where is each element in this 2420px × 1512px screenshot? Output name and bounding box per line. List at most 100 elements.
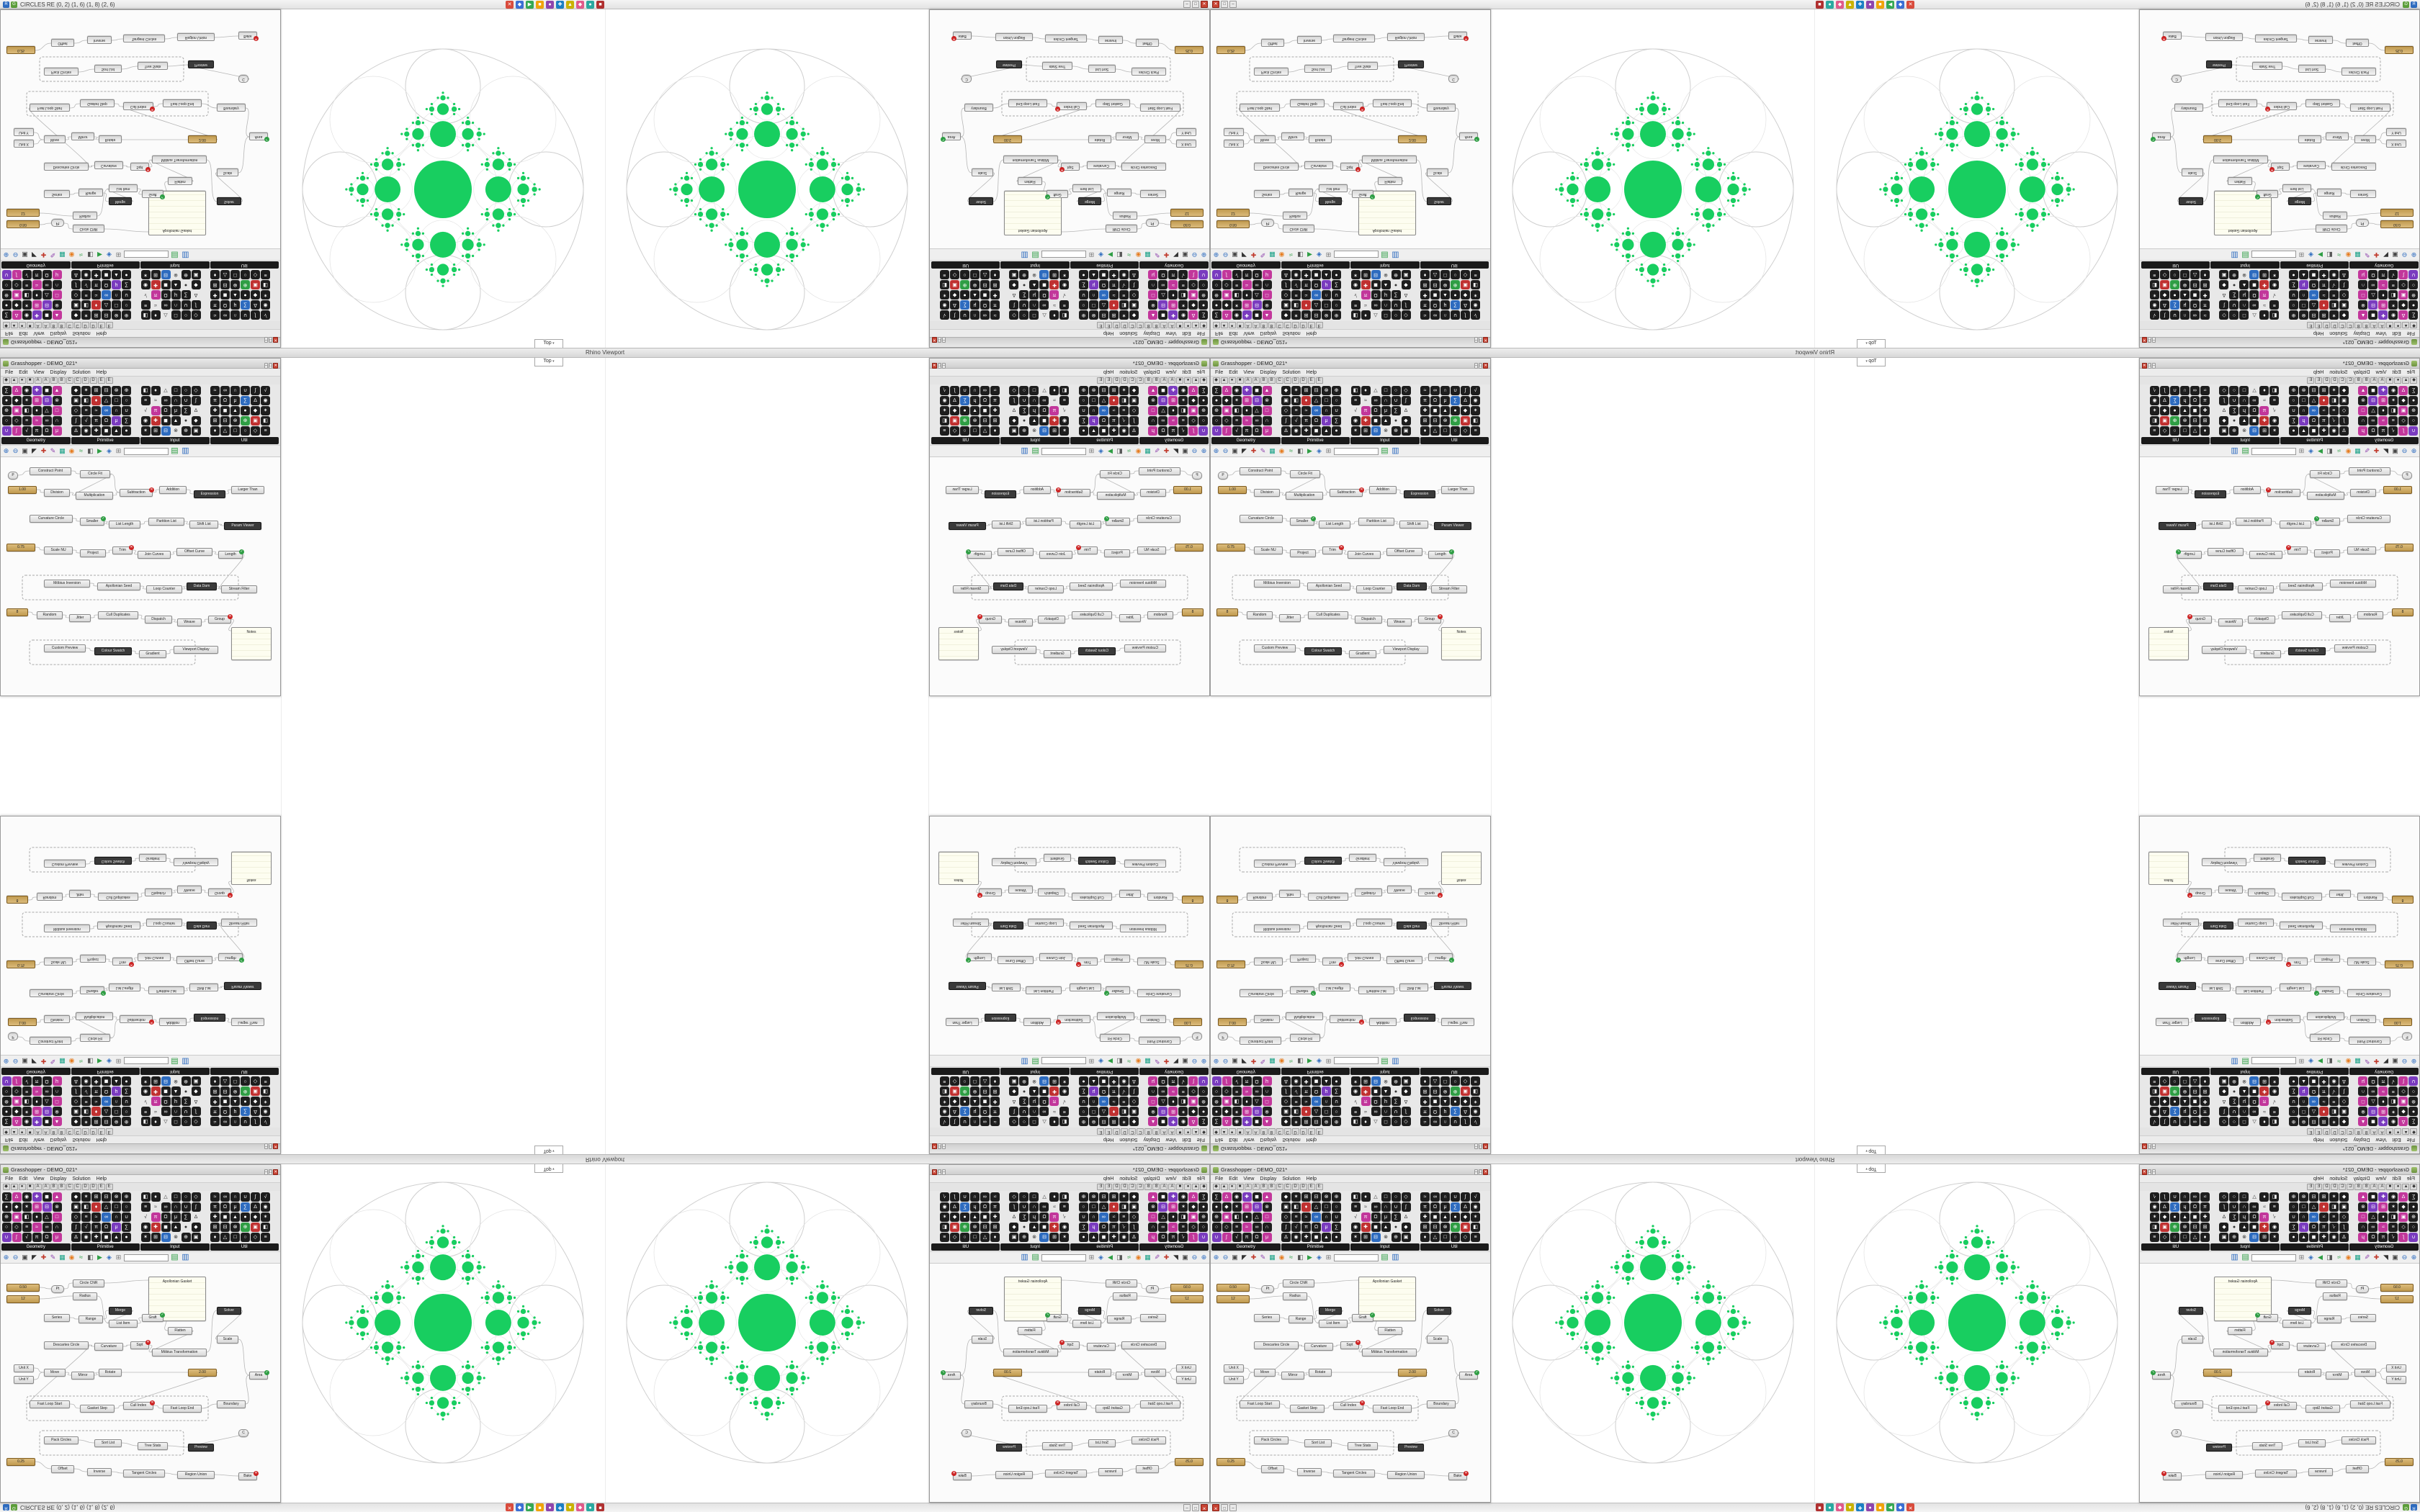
component-icon[interactable]: √	[2150, 1117, 2159, 1127]
palette-tab[interactable]: A	[1244, 322, 1252, 328]
component-icon[interactable]: ∑	[1, 310, 12, 320]
gh-node[interactable]: Pt	[51, 1285, 64, 1293]
component-icon[interactable]: ✚	[2319, 270, 2329, 280]
component-icon[interactable]: ∆	[12, 1117, 22, 1127]
component-icon[interactable]: ♦	[2319, 395, 2329, 405]
gh-node[interactable]: Rotate	[1309, 135, 1332, 143]
gh-node[interactable]: Project	[2314, 955, 2340, 963]
component-icon[interactable]: ∆	[1461, 1107, 1470, 1117]
component-icon[interactable]: ∪	[2170, 1192, 2179, 1202]
gh-node[interactable]: Descartes Circle	[1121, 163, 1166, 171]
gh-node[interactable]: Colour Swatch	[1078, 857, 1116, 865]
palette-tab[interactable]: A	[1160, 377, 1168, 384]
component-icon[interactable]: ◇	[950, 426, 959, 436]
component-icon[interactable]: ⊕	[2229, 270, 2239, 280]
component-icon[interactable]: ∩	[1262, 1222, 1272, 1232]
gh-node[interactable]: Gasket Step	[2305, 99, 2340, 107]
gh-node[interactable]: Notes	[1441, 852, 1482, 885]
gh-node[interactable]: Construct Point	[30, 1037, 71, 1045]
component-icon[interactable]: ∫	[1188, 426, 1198, 436]
component-icon[interactable]: ∆	[1129, 1232, 1139, 1242]
component-icon[interactable]: ∫	[2398, 1232, 2408, 1242]
palette-tab[interactable]: ●	[1184, 1184, 1192, 1190]
component-icon[interactable]: ♦	[2259, 310, 2269, 320]
component-icon[interactable]: ✶	[22, 1202, 32, 1212]
component-icon[interactable]: ⊗	[112, 385, 121, 395]
component-icon[interactable]: ○	[2229, 1117, 2239, 1127]
component-icon[interactable]: ◇	[2398, 280, 2408, 290]
gh-node[interactable]: Offset Curve	[176, 956, 212, 964]
component-icon[interactable]: ♦	[1301, 1107, 1311, 1117]
rhino-viewport[interactable]	[1815, 1164, 2139, 1503]
palette-tab[interactable]: A	[1252, 1184, 1260, 1190]
component-icon[interactable]: ◇	[1281, 1212, 1291, 1222]
app-purple-icon[interactable]: ●	[546, 1, 554, 9]
component-icon[interactable]: ∩	[2299, 1097, 2308, 1107]
component-icon[interactable]: ∑	[960, 395, 969, 405]
component-icon[interactable]: ∆	[950, 395, 959, 405]
component-icon[interactable]: ▣	[2398, 405, 2408, 415]
gh-node[interactable]: Bake ✕	[2161, 32, 2182, 41]
component-icon[interactable]: ○	[1019, 385, 1029, 395]
component-icon[interactable]: □	[112, 1202, 121, 1212]
palette-tab[interactable]: A	[1168, 377, 1176, 384]
component-icon[interactable]: ◼	[980, 290, 990, 300]
component-icon[interactable]: ≡	[1471, 1076, 1480, 1086]
gh-node[interactable]: Range	[2317, 189, 2341, 197]
component-icon[interactable]: ∫	[1401, 395, 1411, 405]
gh-node[interactable]: Notes	[2148, 852, 2189, 885]
component-icon[interactable]: ♦	[2200, 270, 2210, 280]
gh-node[interactable]: Group ✕	[2187, 614, 2212, 624]
component-icon[interactable]: ♦	[32, 405, 42, 415]
component-icon[interactable]: ⊟	[1252, 300, 1262, 310]
component-icon[interactable]: √	[940, 1117, 949, 1127]
canvas-search-input[interactable]	[1041, 1057, 1086, 1065]
component-icon[interactable]: ▲	[52, 310, 62, 320]
gh-node[interactable]: Graft ✓	[1045, 1313, 1068, 1322]
component-icon[interactable]: ●	[1451, 405, 1460, 415]
component-icon[interactable]: △	[1312, 395, 1321, 405]
canvas-search-input[interactable]	[1334, 1057, 1379, 1065]
component-icon[interactable]: ∑	[2408, 385, 2419, 395]
cluster-icon[interactable]: ◉	[68, 447, 75, 454]
component-icon[interactable]: ◇	[1281, 1097, 1291, 1107]
wire-display-icon[interactable]: ≈	[1127, 251, 1131, 258]
publish-icon[interactable]: ▥	[2231, 1057, 2238, 1066]
palette-tab[interactable]: ▲	[1192, 1184, 1200, 1190]
component-icon[interactable]: △	[220, 270, 230, 280]
gh-node[interactable]: Range	[2317, 1315, 2341, 1323]
gh-node[interactable]: Rotate	[99, 1369, 122, 1377]
component-icon[interactable]: ◆	[1461, 1097, 1470, 1107]
component-icon[interactable]: ⊗	[1029, 1076, 1039, 1086]
component-icon[interactable]: μ	[112, 1086, 121, 1097]
gh-node[interactable]: 0.50	[6, 220, 40, 228]
component-icon[interactable]: ▲	[1262, 310, 1272, 320]
component-icon[interactable]: △	[1039, 310, 1049, 320]
gh-node[interactable]: Circle CNR	[2316, 1279, 2347, 1287]
gh-node[interactable]: Project	[1290, 549, 1316, 557]
component-icon[interactable]: △	[1430, 426, 1440, 436]
component-icon[interactable]: ≡	[2388, 1086, 2398, 1097]
component-icon[interactable]: ∫	[1461, 1117, 1470, 1127]
component-icon[interactable]: △	[1252, 290, 1262, 300]
gh-node[interactable]: Offset	[51, 39, 74, 47]
component-icon[interactable]: ◉	[261, 300, 270, 310]
component-icon[interactable]: ◧	[1119, 1107, 1129, 1117]
close-button[interactable]: ✕	[2142, 1143, 2147, 1150]
component-icon[interactable]: ●	[1019, 1222, 1029, 1232]
gh-node[interactable]: Offset Curve	[1386, 956, 1422, 964]
component-icon[interactable]: μ	[2358, 426, 2368, 436]
component-icon[interactable]: ∆	[1281, 1232, 1291, 1242]
component-icon[interactable]: ◆	[71, 310, 81, 320]
component-icon[interactable]: ◉	[1350, 415, 1361, 426]
component-icon[interactable]: ◼	[102, 1232, 111, 1242]
menu-edit[interactable]: Edit	[19, 1176, 28, 1182]
palette-tab[interactable]: B	[50, 377, 58, 384]
component-icon[interactable]: □	[2358, 290, 2368, 300]
gh-node[interactable]: P	[1192, 1032, 1202, 1040]
gh-node[interactable]: Radius	[1283, 1292, 1307, 1300]
gh-node[interactable]: Trim ✕	[112, 545, 134, 554]
gh-node[interactable]: 2.00	[2203, 1369, 2232, 1377]
sketch-icon[interactable]: ✎	[1154, 251, 1160, 258]
gh-node[interactable]: Custom Preview	[44, 860, 86, 868]
